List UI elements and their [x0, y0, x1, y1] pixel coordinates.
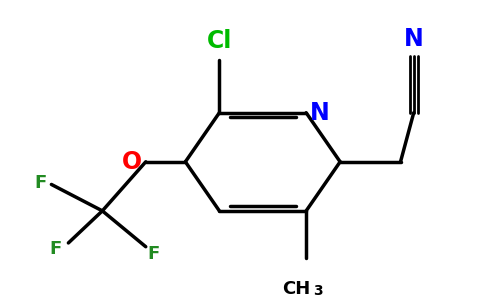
Text: O: O [121, 150, 142, 174]
Text: N: N [404, 27, 424, 51]
Text: Cl: Cl [207, 29, 232, 53]
Text: 3: 3 [313, 284, 322, 298]
Text: F: F [49, 240, 61, 258]
Text: CH: CH [283, 280, 311, 298]
Text: F: F [147, 245, 159, 263]
Text: N: N [309, 101, 329, 125]
Text: F: F [34, 174, 46, 192]
